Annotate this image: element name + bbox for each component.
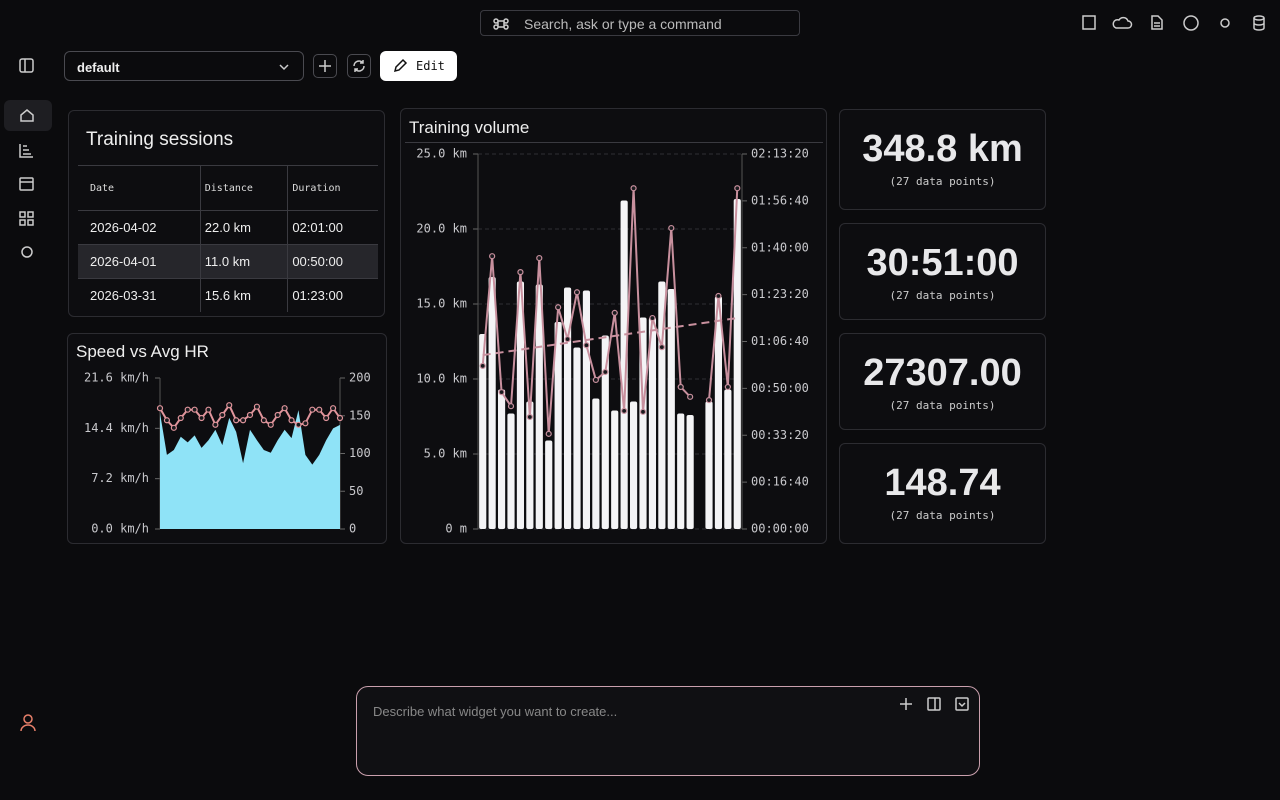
table-row: 2026-03-31 15.6 km 01:23:00	[78, 278, 378, 312]
stat-card: 27307.00 (27 data points)	[839, 333, 1046, 430]
command-icon	[493, 18, 509, 30]
table-cell: 00:50:00	[287, 244, 378, 279]
stat-value: 27307.00	[863, 352, 1022, 394]
stat-card: 148.74 (27 data points)	[839, 443, 1046, 544]
column-header: Date	[90, 182, 115, 194]
search-placeholder: Search, ask or type a command	[524, 16, 722, 32]
nav-active	[4, 100, 52, 131]
chart-title: Training volume	[409, 118, 530, 137]
sidebar-toggle[interactable]	[19, 58, 34, 73]
divider	[405, 142, 823, 143]
prompt-add[interactable]	[900, 698, 912, 710]
info-icon[interactable]	[1183, 15, 1199, 31]
stat-value: 148.74	[884, 462, 1001, 504]
table-cell: 2026-03-31	[78, 278, 201, 312]
table-cell: 01:23:00	[287, 278, 378, 312]
dashboard-select[interactable]: default	[64, 51, 304, 81]
prompt-save[interactable]	[955, 697, 969, 711]
prompt-placeholder: Describe what widget you want to create.…	[373, 704, 618, 719]
db-icon[interactable]	[1253, 15, 1265, 21]
edit-label: Edit	[416, 59, 445, 73]
table-title: Training sessions	[86, 129, 234, 150]
table-cell: 2026-04-01	[78, 244, 201, 279]
stat-value: 30:51:00	[866, 242, 1019, 284]
volume-card: Training volume	[400, 108, 827, 544]
dashboard-name: default	[77, 60, 120, 75]
user-icon[interactable]	[23, 714, 33, 724]
edit-button[interactable]: Edit	[380, 51, 457, 81]
stat-note: (27 data points)	[889, 289, 996, 302]
prompt-icons	[900, 697, 969, 711]
table-cell: 15.6 km	[199, 278, 288, 312]
add-button[interactable]	[313, 54, 337, 78]
stat-note: (27 data points)	[889, 399, 996, 412]
search-box[interactable]: Search, ask or type a command	[480, 10, 800, 36]
table-cell: 2026-04-02	[78, 210, 201, 245]
theme-icon[interactable]	[1220, 18, 1230, 28]
table-cell: 02:01:00	[287, 210, 378, 245]
top-icons	[1082, 15, 1265, 31]
stat-note: (27 data points)	[889, 175, 996, 188]
stat-note: (27 data points)	[889, 509, 996, 522]
doc-icon[interactable]	[1151, 15, 1163, 30]
column-header: Duration	[287, 166, 378, 211]
cloud-icon[interactable]	[1112, 16, 1133, 29]
table-icon[interactable]	[1082, 15, 1096, 30]
prompt-box[interactable]: Describe what widget you want to create.…	[356, 686, 980, 776]
refresh-button[interactable]	[347, 54, 371, 78]
table-row: 2026-04-02 22.0 km 02:01:00	[78, 210, 378, 245]
table-cell: 11.0 km	[199, 244, 288, 279]
stat-value: 348.8 km	[862, 128, 1023, 170]
table-cell: 22.0 km	[199, 210, 288, 245]
table-wrap: Date Distance Duration 2026-04-02 22.0 km 02:…	[78, 165, 378, 312]
nav-settings[interactable]	[21, 246, 33, 258]
table-card: Training sessions Date Distance Duration 20…	[68, 110, 385, 317]
column-header: Distance	[199, 166, 288, 211]
chevron	[279, 64, 289, 71]
sessions-table: Date Distance Duration 2026-04-02 22.0 km 02:…	[78, 166, 378, 312]
speed-card: Speed vs Avg HR	[67, 333, 387, 544]
chart-title: Speed vs Avg HR	[76, 342, 209, 361]
nav-calendar[interactable]	[19, 177, 34, 191]
nav-widgets[interactable]	[19, 211, 34, 226]
stat-card: 30:51:00 (27 data points)	[839, 223, 1046, 320]
nav-charts[interactable]	[19, 144, 33, 158]
nav-home[interactable]	[20, 109, 34, 122]
prompt-panel[interactable]	[927, 697, 941, 711]
sidebar	[4, 58, 52, 732]
stat-card: 348.8 km (27 data points)	[839, 109, 1046, 210]
table-row: 2026-04-01 11.0 km 00:50:00	[78, 244, 378, 279]
